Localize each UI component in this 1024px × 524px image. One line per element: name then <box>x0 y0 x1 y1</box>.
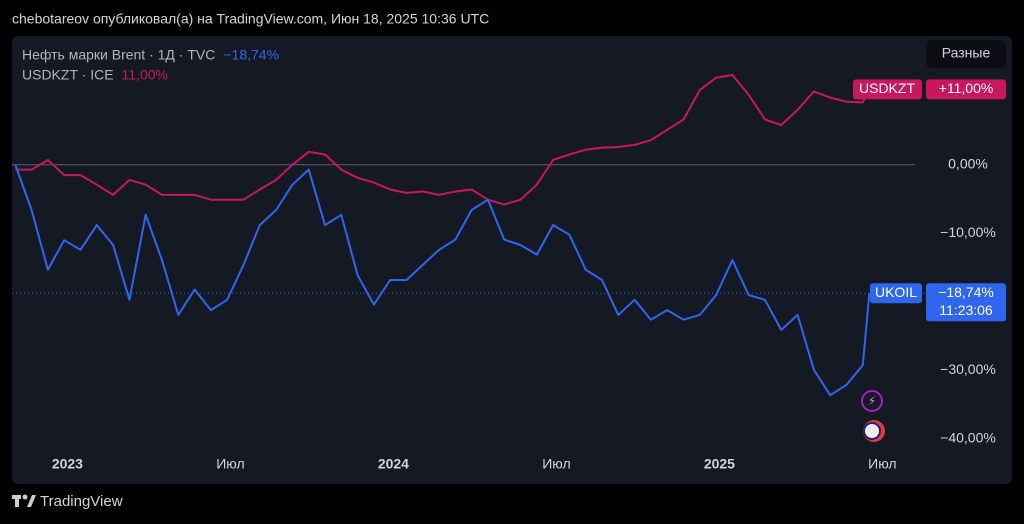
chart-panel <box>12 36 1012 484</box>
flag-icon-inner <box>863 422 881 440</box>
x-tick-label: 2024 <box>378 456 409 472</box>
legend-change: −18,74% <box>223 47 279 63</box>
header: chebotareov опубликовал(а) на TradingVie… <box>12 11 489 27</box>
event-icon[interactable] <box>861 390 883 412</box>
event-icon-symbol: ⚡ <box>868 394 876 408</box>
tag-box <box>853 79 922 100</box>
x-tick-label: 2023 <box>52 456 83 472</box>
tag-value-box <box>926 283 1006 322</box>
tag-name: USDKZT <box>859 80 915 96</box>
x-tick-label: Июл <box>216 456 244 472</box>
x-tick-label: 2025 <box>704 456 735 472</box>
legend-name: USDKZT · ICE <box>22 67 114 83</box>
plot: 0,00% −10,00% −30,00% −40,00% 2023 Июл 2024 Июл… <box>12 74 996 472</box>
button-label[interactable]: Разные <box>942 45 991 61</box>
legend-name: Нефть марки Brent · 1Д · TVC <box>22 47 215 63</box>
tag-value: −18,74% <box>938 284 994 300</box>
x-tick-label: Июл <box>868 456 896 472</box>
y-tick-label: −30,00% <box>940 361 996 377</box>
y-tick-label: 0,00% <box>948 155 988 171</box>
footer-brand: TradingView <box>40 493 123 510</box>
legend-change: 11,00% <box>122 67 168 83</box>
tag-box <box>870 283 922 304</box>
tag-value: +11,00% <box>939 80 994 96</box>
y-tick-label: −40,00% <box>940 430 996 446</box>
tag-name: UKOIL <box>875 284 917 300</box>
x-tick-label: Июл <box>542 456 570 472</box>
tag-value-box <box>926 79 1006 100</box>
series-line <box>15 74 871 206</box>
tag-time: 11:23:06 <box>939 302 993 318</box>
series-line <box>14 164 871 397</box>
footer-logo <box>12 494 36 507</box>
y-tick-label: −10,00% <box>940 224 996 240</box>
button[interactable] <box>926 40 1006 68</box>
